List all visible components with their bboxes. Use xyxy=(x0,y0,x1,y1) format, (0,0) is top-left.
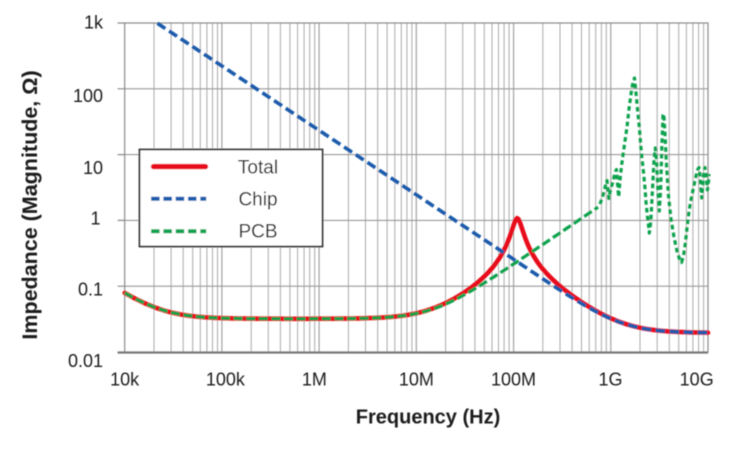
svg-text:1G: 1G xyxy=(598,369,622,389)
svg-text:Impedance (Magnitude, Ω): Impedance (Magnitude, Ω) xyxy=(18,70,42,339)
svg-text:1M: 1M xyxy=(302,369,327,389)
svg-text:Frequency (Hz): Frequency (Hz) xyxy=(356,407,500,429)
svg-text:0.01: 0.01 xyxy=(68,351,103,371)
svg-text:100: 100 xyxy=(73,86,103,106)
svg-text:1: 1 xyxy=(90,209,100,229)
svg-text:10: 10 xyxy=(83,158,103,178)
svg-text:10G: 10G xyxy=(680,369,714,389)
svg-text:Total: Total xyxy=(238,157,278,178)
svg-text:PCB: PCB xyxy=(238,222,277,243)
svg-text:10k: 10k xyxy=(110,369,140,389)
svg-text:10M: 10M xyxy=(399,369,434,389)
svg-text:1k: 1k xyxy=(84,13,104,33)
svg-text:100k: 100k xyxy=(206,369,246,389)
svg-text:0.1: 0.1 xyxy=(78,279,103,299)
svg-text:100M: 100M xyxy=(491,369,536,389)
svg-text:Chip: Chip xyxy=(238,190,277,211)
